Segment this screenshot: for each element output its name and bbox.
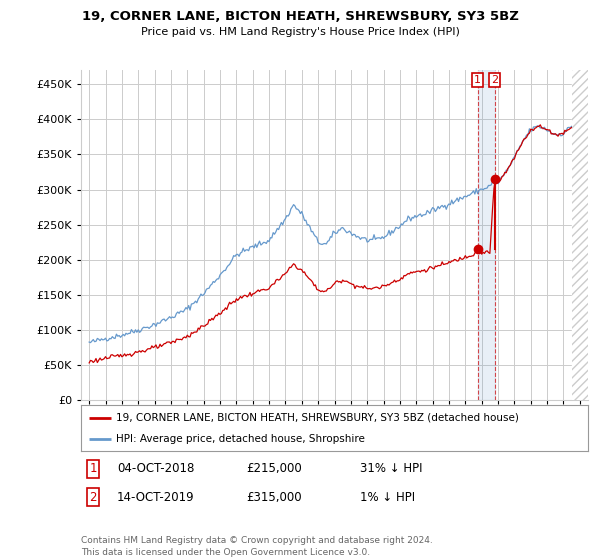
Text: HPI: Average price, detached house, Shropshire: HPI: Average price, detached house, Shro… — [116, 435, 365, 444]
Text: 1: 1 — [474, 75, 481, 85]
Text: 04-OCT-2018: 04-OCT-2018 — [117, 462, 194, 475]
Text: 1% ↓ HPI: 1% ↓ HPI — [360, 491, 415, 504]
Text: £215,000: £215,000 — [246, 462, 302, 475]
Text: 19, CORNER LANE, BICTON HEATH, SHREWSBURY, SY3 5BZ (detached house): 19, CORNER LANE, BICTON HEATH, SHREWSBUR… — [116, 413, 520, 423]
Bar — [478, 70, 494, 400]
Text: Price paid vs. HM Land Registry's House Price Index (HPI): Price paid vs. HM Land Registry's House … — [140, 27, 460, 37]
Text: 2: 2 — [491, 75, 498, 85]
Text: 31% ↓ HPI: 31% ↓ HPI — [360, 462, 422, 475]
Bar — [572, 70, 588, 400]
Text: 2: 2 — [89, 491, 97, 504]
Text: 1: 1 — [89, 462, 97, 475]
Text: £315,000: £315,000 — [246, 491, 302, 504]
Text: 19, CORNER LANE, BICTON HEATH, SHREWSBURY, SY3 5BZ: 19, CORNER LANE, BICTON HEATH, SHREWSBUR… — [82, 10, 518, 22]
Text: 14-OCT-2019: 14-OCT-2019 — [117, 491, 194, 504]
Text: Contains HM Land Registry data © Crown copyright and database right 2024.
This d: Contains HM Land Registry data © Crown c… — [81, 536, 433, 557]
Bar — [572, 70, 588, 400]
